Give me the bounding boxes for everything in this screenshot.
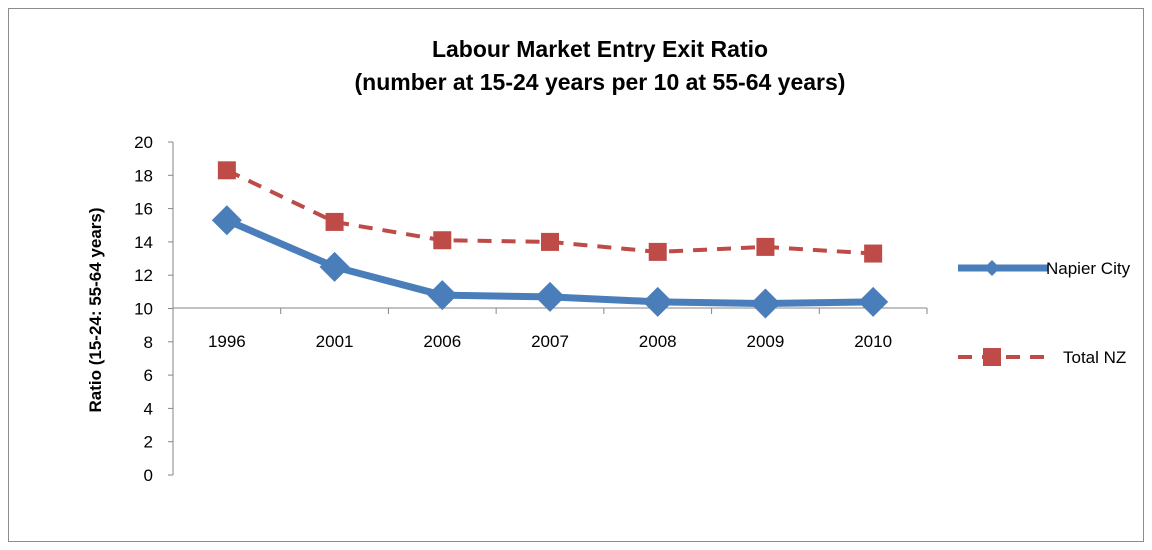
data-point-square (648, 242, 667, 261)
x-tick-label: 2006 (423, 332, 461, 351)
y-tick-label: 4 (144, 399, 153, 418)
y-tick-label: 20 (134, 133, 153, 152)
data-point-diamond (427, 280, 458, 311)
data-point-square (756, 237, 775, 256)
series-group (211, 161, 889, 319)
data-point-square (325, 212, 344, 231)
x-tick-label: 2009 (747, 332, 785, 351)
x-tick-label: 2007 (531, 332, 569, 351)
y-tick-label: 10 (134, 300, 153, 319)
x-tick-label: 1996 (208, 332, 246, 351)
data-point-diamond (535, 281, 565, 312)
data-point-square (433, 231, 452, 250)
data-point-diamond (211, 205, 242, 236)
y-tick-label: 18 (134, 166, 153, 185)
x-tick-label: 2001 (316, 332, 354, 351)
y-tick-label: 8 (144, 333, 153, 352)
data-point-square (864, 244, 883, 263)
data-point-diamond (319, 251, 350, 282)
legend-label: Total NZ (1063, 348, 1126, 367)
legend: Napier City Total NZ (958, 259, 1131, 367)
x-tick-label: 2008 (639, 332, 677, 351)
data-point-square (217, 161, 236, 180)
chart-subtitle: (number at 15-24 years per 10 at 55-64 y… (355, 69, 846, 95)
data-point-square (541, 232, 559, 251)
y-tick-label: 14 (134, 233, 153, 252)
legend-marker-diamond (984, 260, 1000, 276)
y-tick-label: 6 (144, 366, 153, 385)
y-tick-label: 12 (134, 266, 153, 285)
y-tick-label: 2 (144, 433, 153, 452)
y-tick-label: 16 (134, 200, 153, 219)
y-axis-label: Ratio (15-24: 55-64 years) (86, 207, 105, 412)
chart-title: Labour Market Entry Exit Ratio (432, 36, 768, 62)
data-point-diamond (750, 288, 781, 319)
x-axis: 1996 2001 2006 2007 2008 2009 2010 (172, 307, 928, 351)
legend-label: Napier City (1046, 259, 1131, 278)
data-point-diamond (642, 286, 673, 317)
data-point-diamond (858, 286, 889, 317)
x-tick-label: 2010 (854, 332, 892, 351)
chart-area (8, 8, 1144, 542)
legend-marker-square (983, 348, 1001, 366)
y-tick-label: 0 (144, 466, 153, 485)
y-axis: 0 2 4 6 8 10 12 14 16 18 20 (134, 133, 174, 485)
